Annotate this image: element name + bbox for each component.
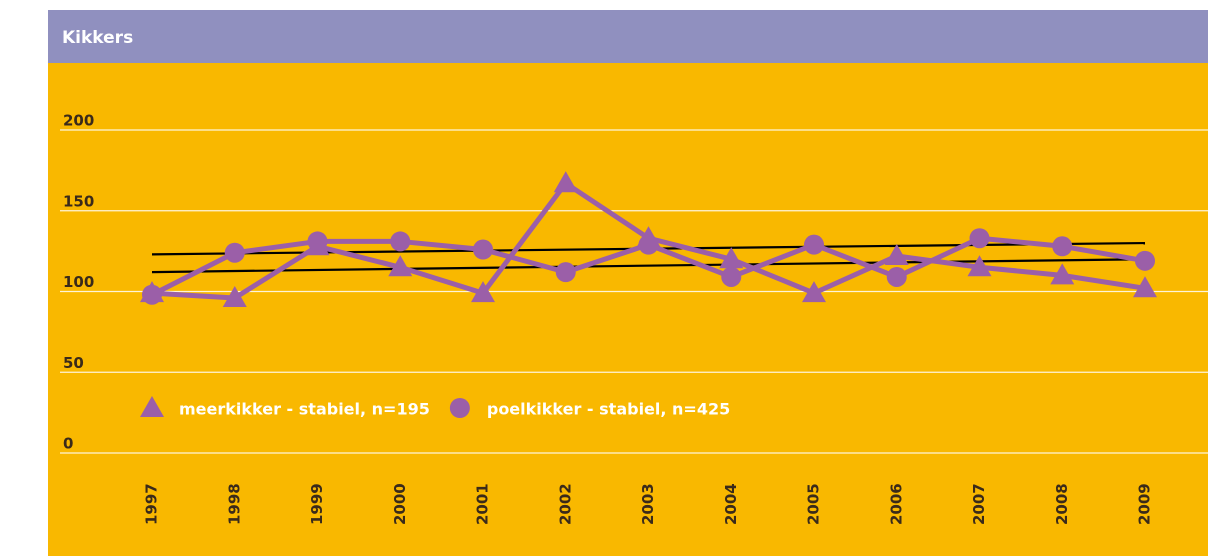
data-point bbox=[721, 266, 742, 287]
legend-label: meerkikker - stabiel, n=195 bbox=[179, 400, 430, 419]
legend-marker bbox=[449, 398, 470, 418]
data-point bbox=[142, 284, 162, 305]
data-point bbox=[804, 234, 824, 255]
legend-marker bbox=[140, 396, 164, 417]
data-point bbox=[719, 247, 744, 269]
data-point bbox=[967, 255, 992, 277]
data-point bbox=[307, 231, 328, 252]
data-point bbox=[1133, 276, 1157, 298]
y-tick-label: 100 bbox=[63, 273, 94, 291]
data-point bbox=[388, 255, 413, 277]
y-tick-label: 50 bbox=[63, 354, 84, 372]
x-tick-label: 2008 bbox=[1053, 483, 1071, 525]
data-point bbox=[222, 285, 247, 307]
data-point bbox=[224, 242, 245, 263]
data-point bbox=[886, 266, 907, 287]
x-tick-label: 2009 bbox=[1136, 483, 1154, 525]
x-tick-label: 1998 bbox=[225, 483, 243, 525]
legend-label: poelkikker - stabiel, n=425 bbox=[487, 400, 730, 419]
data-point bbox=[555, 262, 576, 283]
data-point bbox=[473, 239, 493, 260]
x-tick-label: 2004 bbox=[722, 483, 740, 525]
data-point bbox=[390, 231, 411, 252]
x-tick-label: 2003 bbox=[639, 483, 657, 525]
x-tick-label: 1999 bbox=[308, 483, 326, 525]
data-point bbox=[1050, 263, 1075, 285]
plot-background bbox=[48, 63, 1208, 556]
data-point bbox=[969, 228, 990, 249]
data-point bbox=[802, 281, 826, 303]
y-tick-label: 0 bbox=[63, 435, 73, 453]
x-tick-label: 2005 bbox=[805, 483, 823, 525]
data-point bbox=[1135, 250, 1155, 271]
data-point bbox=[1052, 236, 1073, 257]
chart-title: Kikkers bbox=[62, 28, 133, 48]
data-point bbox=[553, 171, 578, 193]
data-point bbox=[638, 234, 659, 255]
y-tick-label: 150 bbox=[63, 192, 94, 210]
x-tick-label: 2002 bbox=[556, 483, 574, 525]
x-tick-label: 2001 bbox=[474, 483, 492, 525]
data-point bbox=[884, 243, 909, 265]
x-tick-label: 1997 bbox=[143, 483, 161, 525]
x-tick-label: 2000 bbox=[391, 483, 409, 525]
y-tick-label: 200 bbox=[63, 112, 94, 130]
x-tick-label: 2007 bbox=[970, 483, 988, 525]
header-band bbox=[48, 10, 1208, 63]
data-point bbox=[471, 281, 495, 303]
x-tick-label: 2006 bbox=[887, 483, 905, 525]
